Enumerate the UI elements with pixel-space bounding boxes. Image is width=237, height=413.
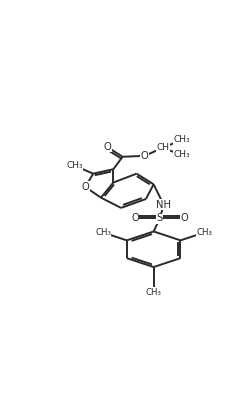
Text: O: O: [141, 151, 148, 161]
Text: O: O: [82, 182, 89, 192]
Text: CH₃: CH₃: [196, 228, 212, 237]
Text: CH₃: CH₃: [66, 161, 83, 170]
Text: CH₃: CH₃: [146, 287, 162, 297]
Text: NH: NH: [156, 200, 171, 210]
Text: CH₃: CH₃: [173, 135, 190, 145]
Text: CH₃: CH₃: [173, 150, 190, 159]
Text: O: O: [181, 213, 188, 223]
Text: S: S: [157, 213, 163, 223]
Text: CH₃: CH₃: [95, 228, 111, 237]
Text: O: O: [131, 213, 139, 223]
Text: O: O: [103, 142, 111, 152]
Text: CH: CH: [156, 143, 169, 152]
